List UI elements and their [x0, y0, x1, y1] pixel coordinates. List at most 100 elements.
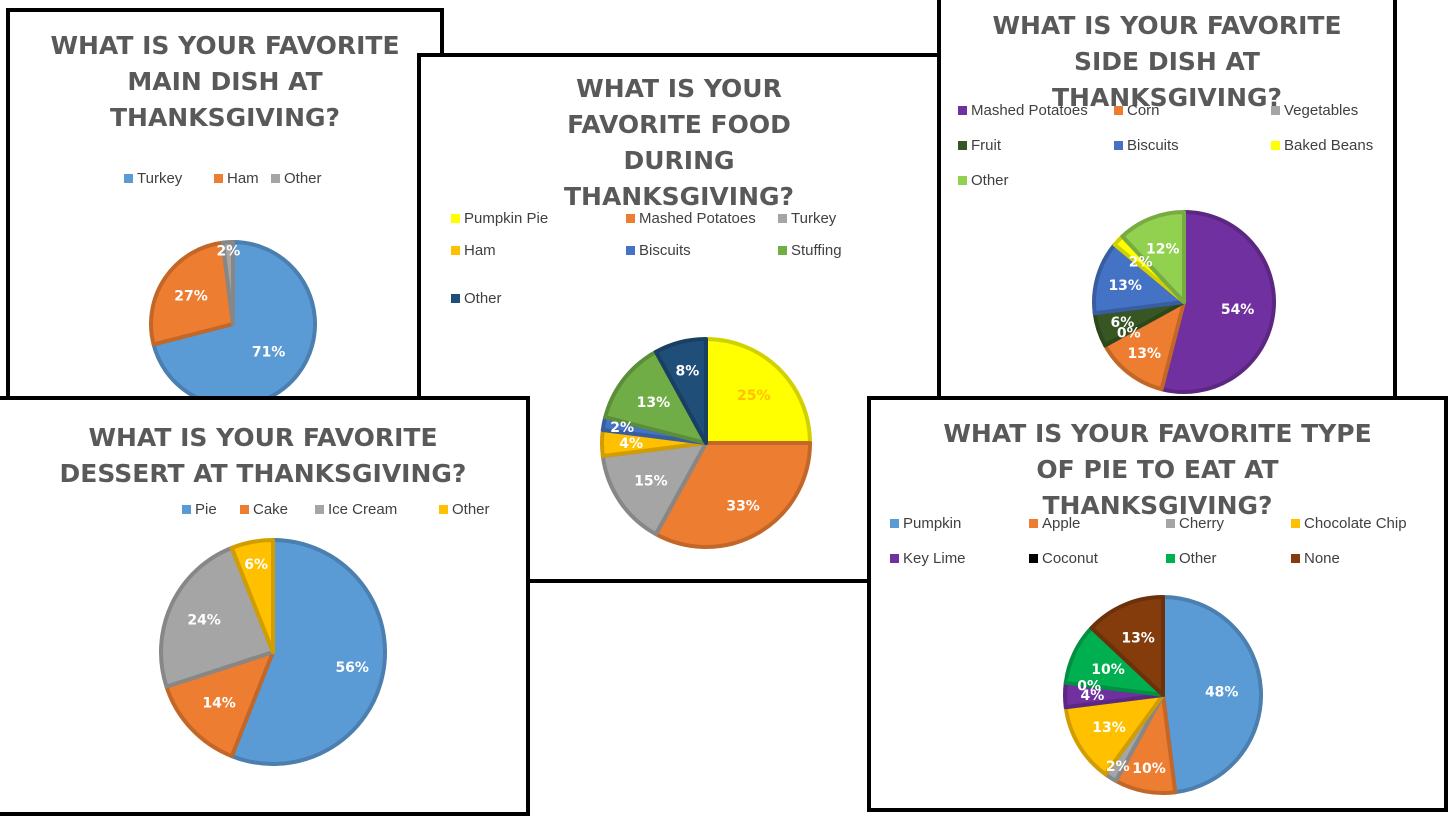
legend-label: Apple	[1042, 515, 1081, 532]
legend-label: Turkey	[137, 170, 183, 187]
legend-swatch	[240, 505, 249, 514]
pie-slice-turkey	[600, 441, 708, 537]
legend-label: Biscuits	[1127, 137, 1179, 154]
legend-item-ice-cream: Ice Cream	[315, 501, 397, 518]
pie-chart: 54% 13% 0%6% 13% 2%12%	[1092, 210, 1277, 394]
chart-title: WHAT IS YOUR FAVORITE DESSERT AT THANKSG…	[59, 423, 467, 488]
legend-swatch	[182, 505, 191, 514]
chart-panel-side-dish: WHAT IS YOUR FAVORITE SIDE DISH AT THANK…	[937, 0, 1397, 406]
legend-item-turkey: Turkey	[124, 170, 182, 187]
legend-item-biscuits: Biscuits	[1114, 137, 1179, 154]
legend-swatch	[451, 214, 460, 223]
data-label-pumpkin-pie: 25%	[737, 388, 771, 404]
data-label-chocolate-chip: 13%	[1092, 720, 1126, 736]
pie-slice-other	[1120, 210, 1186, 304]
legend-label: Ham	[464, 242, 496, 259]
data-label-ham: 27%	[174, 288, 208, 304]
legend-label: Ice Cream	[328, 501, 398, 518]
legend-swatch	[626, 246, 635, 255]
pie-chart: 48%10%2%13%4%0%10%13%	[1062, 595, 1263, 795]
pie-slice-biscuits	[1092, 242, 1186, 316]
data-label-stuffing: 13%	[637, 395, 671, 411]
legend-item-fruit: Fruit	[958, 137, 1001, 154]
legend-label: Cherry	[1179, 515, 1225, 532]
legend-item-baked-beans: Baked Beans	[1271, 137, 1373, 154]
pie-slice-corn	[1103, 300, 1186, 392]
legend-swatch	[124, 174, 133, 183]
data-label-mashed-potatoes: 33%	[726, 499, 760, 515]
data-label-fruit: 6%	[1111, 315, 1135, 331]
legend-swatch	[1166, 554, 1175, 563]
legend-label: Chocolate Chip	[1304, 515, 1407, 532]
data-label-mashed-potatoes: 54%	[1221, 302, 1255, 318]
legend-label: Mashed Potatoes	[639, 210, 756, 227]
legend-swatch	[778, 214, 787, 223]
legend-swatch	[214, 174, 223, 183]
chart-title: WHAT IS YOUR FAVORITE TYPE OF PIE TO EAT…	[943, 419, 1372, 520]
legend-label: Turkey	[791, 210, 837, 227]
chart-title: WHAT IS YOUR FAVORITE MAIN DISH AT THANK…	[50, 31, 400, 132]
legend-item-ham: Ham	[451, 242, 496, 259]
pie-slice-pumpkin-pie	[704, 337, 812, 445]
legend-item-stuffing: Stuffing	[778, 242, 842, 259]
data-label-none: 13%	[1121, 630, 1155, 646]
data-label-apple: 10%	[1132, 761, 1166, 777]
pie-slice-mashed-potatoes	[653, 441, 812, 549]
legend-item-pie: Pie	[182, 501, 217, 518]
data-label-coconut: 0%	[1077, 679, 1101, 695]
legend-item-corn: Corn	[1114, 102, 1160, 119]
legend-label: Stuffing	[791, 242, 842, 259]
legend-label: Key Lime	[903, 550, 966, 567]
legend-item-other: Other	[439, 501, 490, 518]
chart-title: WHAT IS YOUR FAVORITE SIDE DISH AT THANK…	[992, 11, 1342, 112]
legend-item-apple: Apple	[1029, 515, 1080, 532]
pie-slice-other	[653, 337, 708, 445]
legend-swatch	[1114, 106, 1123, 115]
legend-label: Other	[284, 170, 322, 187]
chart-panel-main-dish: WHAT IS YOUR FAVORITE MAIN DISH AT THANK…	[6, 8, 444, 424]
legend-swatch	[1271, 106, 1280, 115]
data-label-pumpkin: 48%	[1205, 684, 1239, 700]
data-label-other: 10%	[1091, 662, 1125, 678]
data-label-biscuits: 13%	[1108, 278, 1142, 294]
legend-swatch	[271, 174, 280, 183]
legend-item-mashed-potatoes: Mashed Potatoes	[626, 210, 756, 227]
pie-slice-stuffing	[603, 349, 708, 445]
legend-swatch	[439, 505, 448, 514]
legend-label: Baked Beans	[1284, 137, 1374, 154]
legend-label: Fruit	[971, 137, 1001, 154]
data-label-biscuits: 2%	[610, 420, 634, 436]
legend-swatch	[1271, 141, 1280, 150]
legend-label: None	[1304, 550, 1340, 567]
data-label-cherry: 2%	[1106, 759, 1130, 775]
legend-swatch	[1114, 141, 1123, 150]
legend-swatch	[451, 246, 460, 255]
legend-item-cherry: Cherry	[1166, 515, 1224, 532]
legend-item-pumpkin: Pumpkin	[890, 515, 961, 532]
legend-item-turkey: Turkey	[778, 210, 836, 227]
legend-label: Corn	[1127, 102, 1160, 119]
pie-chart: 71% 27% 2%	[149, 240, 317, 408]
legend-label: Other	[971, 172, 1009, 189]
legend-swatch	[451, 294, 460, 303]
legend-swatch	[890, 519, 899, 528]
pie-slice-pie	[229, 538, 388, 766]
legend-swatch	[778, 246, 787, 255]
data-label-other: 12%	[1146, 241, 1180, 257]
legend-swatch	[1291, 519, 1300, 528]
data-label-ham: 4%	[619, 436, 643, 452]
data-label-turkey: 71%	[252, 345, 286, 361]
data-label-other: 6%	[244, 557, 268, 573]
legend-item-ham: Ham	[214, 170, 259, 187]
legend-swatch	[890, 554, 899, 563]
legend-swatch	[958, 176, 967, 185]
legend-item-mashed-potatoes: Mashed Potatoes	[958, 102, 1088, 119]
legend-swatch	[958, 141, 967, 150]
legend-swatch	[626, 214, 635, 223]
legend-item-other: Other	[271, 170, 322, 187]
data-label-baked-beans: 2%	[1129, 254, 1153, 270]
legend-item-none: None	[1291, 550, 1340, 567]
data-label-pie: 56%	[335, 660, 369, 676]
pie-slice-none	[1089, 595, 1165, 697]
legend-item-pumpkin-pie: Pumpkin Pie	[451, 210, 548, 227]
